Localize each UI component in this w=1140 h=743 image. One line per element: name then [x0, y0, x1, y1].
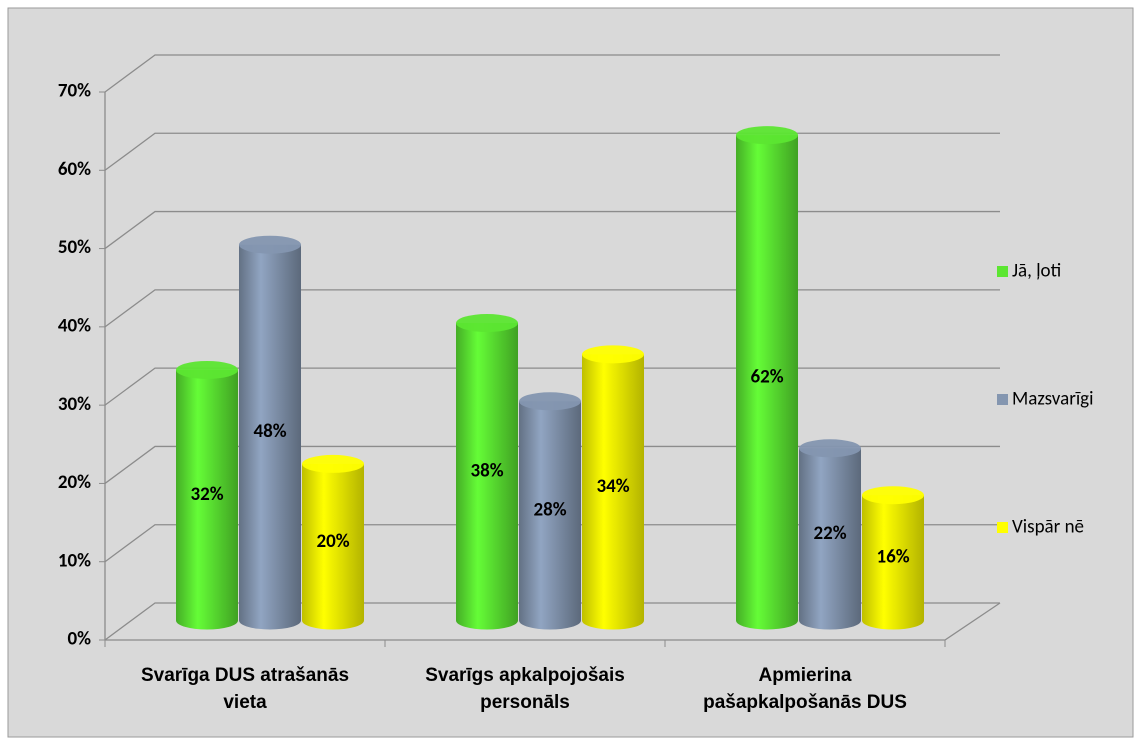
bar-cap [176, 360, 238, 379]
grid-line [104, 210, 1000, 250]
grid-line [104, 54, 1000, 93]
x-tick-label: Svarīga DUS atrašanās vieta [140, 665, 350, 713]
grid-line [104, 367, 1000, 406]
bar [862, 495, 924, 630]
bar-cap [862, 486, 924, 505]
value-label: 32% [190, 483, 223, 506]
grid-line [104, 445, 1000, 484]
value-label: 16% [876, 545, 909, 568]
bar [176, 369, 238, 630]
y-tick-label: 60% [58, 158, 91, 181]
value-label: 34% [596, 475, 629, 498]
grid-line [104, 289, 1000, 328]
value-label: 62% [750, 365, 783, 388]
legend-label: Jā, ļoti [1012, 260, 1061, 283]
bar [456, 323, 518, 630]
bar-cap [302, 454, 364, 473]
legend-swatch [997, 522, 1008, 533]
x-tick-label: Svarīgs apkalpojošais personāls [425, 665, 625, 713]
bar-cap [456, 314, 518, 333]
value-label: 48% [253, 420, 286, 443]
legend-label: Vispār nē [1012, 516, 1084, 539]
bar [519, 401, 581, 630]
y-tick-label: 20% [58, 471, 91, 494]
bar [582, 354, 644, 630]
y-tick-label: 50% [58, 236, 91, 259]
value-label: 20% [316, 530, 349, 553]
legend-label: Mazsvarīgi [1012, 388, 1093, 411]
grid-line [104, 132, 1000, 171]
bar-cap [582, 345, 644, 364]
value-label: 38% [470, 459, 503, 482]
bar [799, 448, 861, 630]
bar-cap [519, 392, 581, 411]
grid-line [104, 602, 1000, 641]
bar [302, 463, 364, 630]
legend-swatch [997, 394, 1008, 405]
y-tick-label: 10% [58, 549, 91, 572]
y-tick-label: 40% [58, 314, 91, 337]
y-tick-label: 30% [58, 393, 91, 416]
bar-cap [736, 126, 798, 145]
grid-line [104, 524, 1000, 563]
x-tick-label: Apmierina pašapkalpošanās DUS [703, 665, 907, 713]
bar [239, 244, 301, 630]
value-label: 22% [813, 522, 846, 545]
y-tick-label: 0% [68, 628, 92, 651]
legend-swatch [997, 266, 1008, 277]
bar-cap [239, 235, 301, 254]
y-tick-label: 70% [58, 80, 91, 103]
bar [736, 135, 798, 630]
value-label: 28% [533, 499, 566, 522]
bar-cap [799, 439, 861, 458]
